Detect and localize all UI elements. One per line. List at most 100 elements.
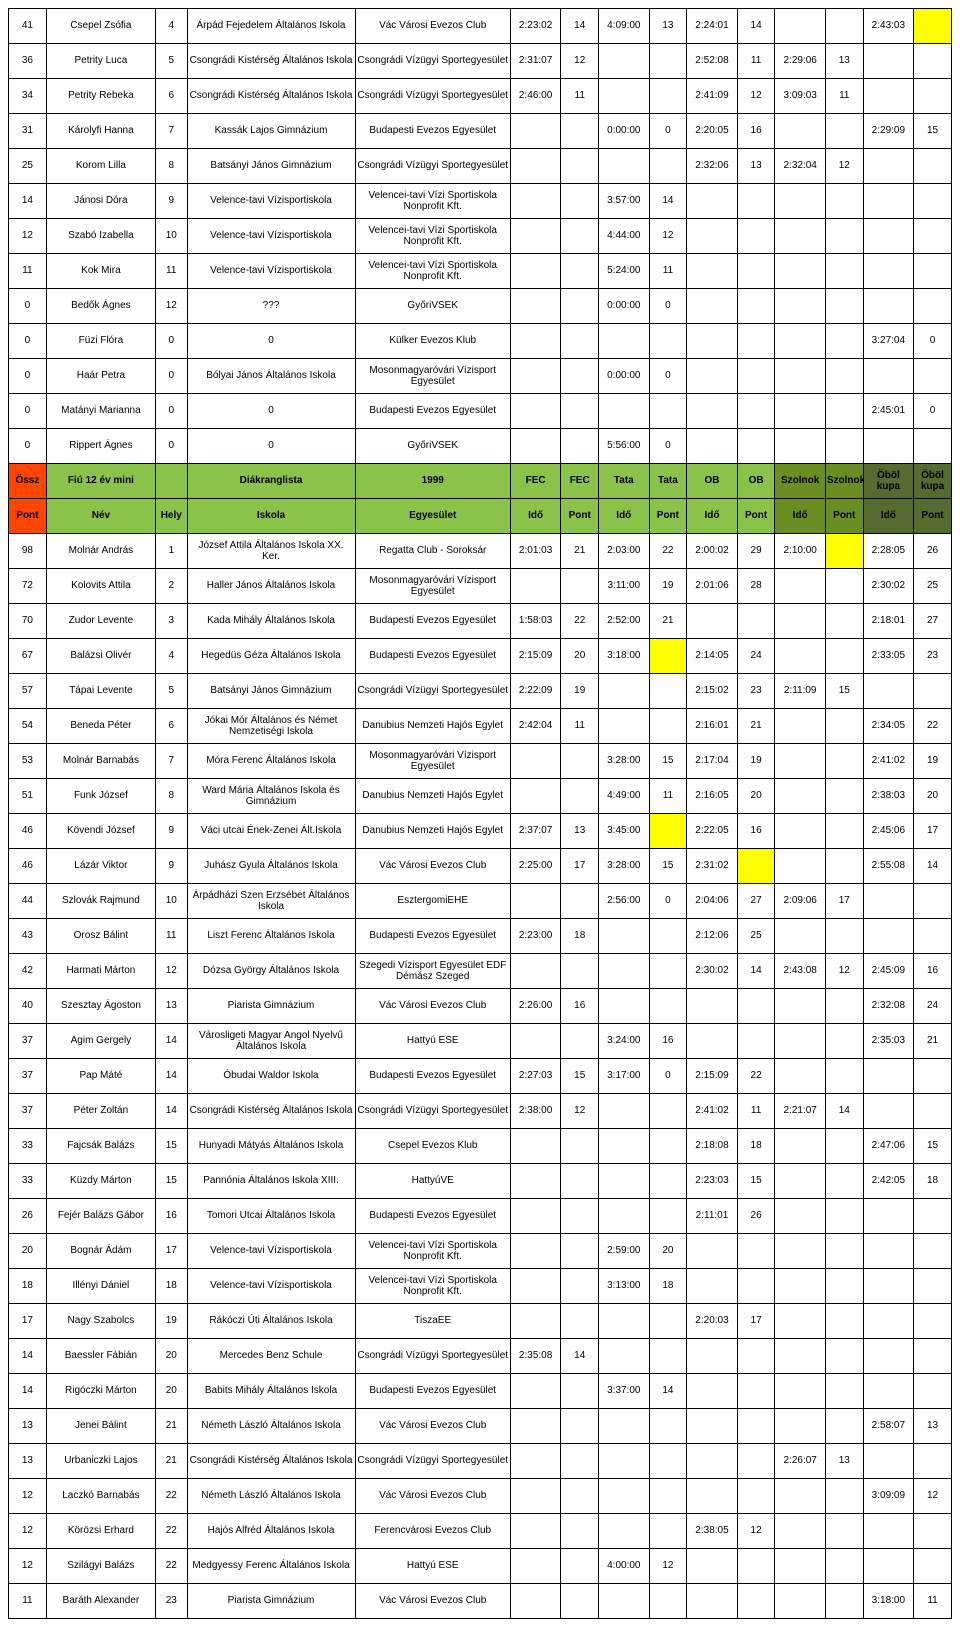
data-cell: Hajós Alfréd Általános Iskola <box>187 1514 355 1549</box>
data-cell: 18 <box>9 1269 47 1304</box>
data-cell: Németh László Általános Iskola <box>187 1479 355 1514</box>
data-cell: Medgyessy Ferenc Általános Iskola <box>187 1549 355 1584</box>
table-row: 37Pap Máté14Óbudai Waldor IskolaBudapest… <box>9 1059 952 1094</box>
data-cell: 3:18:00 <box>599 639 649 674</box>
data-cell <box>775 1409 825 1444</box>
data-cell <box>687 394 737 429</box>
data-cell: Velencei-tavi Vízi Sportiskola Nonprofit… <box>355 254 510 289</box>
data-cell <box>775 919 825 954</box>
data-cell <box>737 359 775 394</box>
data-cell: 3:28:00 <box>599 849 649 884</box>
data-cell <box>599 674 649 709</box>
data-cell: 14 <box>825 1094 863 1129</box>
data-cell: 2:26:00 <box>510 989 560 1024</box>
data-cell <box>510 1444 560 1479</box>
data-cell: 14 <box>561 1339 599 1374</box>
data-cell <box>649 1129 687 1164</box>
data-cell: Petrity Rebeka <box>46 79 155 114</box>
data-cell <box>914 254 952 289</box>
data-cell: Danubius Nemzeti Hajós Egylet <box>355 709 510 744</box>
data-cell: 42 <box>9 954 47 989</box>
data-cell: Tomori Utcai Általános Iskola <box>187 1199 355 1234</box>
data-cell: 2:34:05 <box>863 709 913 744</box>
data-cell: Árpád Fejedelem Általános Iskola <box>187 9 355 44</box>
data-cell: 13 <box>914 1409 952 1444</box>
data-cell: Kada Mihály Általános Iskola <box>187 604 355 639</box>
data-cell: 12 <box>156 289 188 324</box>
data-cell: Rippert Ágnes <box>46 429 155 464</box>
data-cell: 0 <box>649 289 687 324</box>
data-cell <box>914 359 952 394</box>
data-cell: 2:04:06 <box>687 884 737 919</box>
data-cell: Baessler Fábián <box>46 1339 155 1374</box>
header-cell: Pont <box>561 499 599 534</box>
data-cell <box>687 184 737 219</box>
data-cell: Vác Városi Evezos Club <box>355 1409 510 1444</box>
data-cell <box>825 779 863 814</box>
data-cell: 14 <box>9 1374 47 1409</box>
data-cell <box>863 219 913 254</box>
data-cell: Budapesti Evezos Egyesület <box>355 604 510 639</box>
data-cell: Hunyadi Mátyás Általános Iskola <box>187 1129 355 1164</box>
data-cell: Haller János Általános Iskola <box>187 569 355 604</box>
data-cell <box>510 289 560 324</box>
data-cell <box>825 989 863 1024</box>
data-cell: 44 <box>9 884 47 919</box>
header-cell: OB <box>737 464 775 499</box>
data-cell <box>825 1129 863 1164</box>
data-cell: 8 <box>156 779 188 814</box>
data-cell: 43 <box>9 919 47 954</box>
data-cell <box>775 814 825 849</box>
data-cell: 3:11:00 <box>599 569 649 604</box>
data-cell <box>825 1409 863 1444</box>
data-cell: 3:24:00 <box>599 1024 649 1059</box>
data-cell: 0 <box>9 429 47 464</box>
data-cell: 11 <box>737 1094 775 1129</box>
data-cell: 12 <box>649 1549 687 1584</box>
data-cell: Csongrádi Vízügyi Sportegyesület <box>355 149 510 184</box>
data-cell: Zudor Levente <box>46 604 155 639</box>
header-cell: Idő <box>775 499 825 534</box>
data-cell <box>687 429 737 464</box>
data-cell <box>825 254 863 289</box>
data-cell: 11 <box>561 79 599 114</box>
table-row: 42Harmati Márton12Dózsa György Általános… <box>9 954 952 989</box>
data-cell <box>561 569 599 604</box>
data-cell: 2:23:00 <box>510 919 560 954</box>
data-cell: 11 <box>825 79 863 114</box>
data-cell: Csongrádi Vízügyi Sportegyesület <box>355 44 510 79</box>
data-cell <box>825 1024 863 1059</box>
data-cell: 2:18:01 <box>863 604 913 639</box>
data-cell <box>775 639 825 674</box>
data-cell: Vác Városi Evezos Club <box>355 989 510 1024</box>
data-cell: Csongrádi Vízügyi Sportegyesület <box>355 1444 510 1479</box>
data-cell <box>649 919 687 954</box>
table-row: 34Petrity Rebeka6Csongrádi Kistérség Ált… <box>9 79 952 114</box>
data-cell: 3:27:04 <box>863 324 913 359</box>
data-cell <box>737 1444 775 1479</box>
data-cell: Budapesti Evezos Egyesület <box>355 639 510 674</box>
data-cell <box>775 324 825 359</box>
data-cell <box>599 394 649 429</box>
data-cell <box>737 1479 775 1514</box>
data-cell: Velence-tavi Vízisportiskola <box>187 184 355 219</box>
data-cell: 22 <box>156 1514 188 1549</box>
data-cell <box>599 1094 649 1129</box>
data-cell: 10 <box>156 884 188 919</box>
data-cell <box>561 114 599 149</box>
data-cell: 2:23:03 <box>687 1164 737 1199</box>
data-cell: 12 <box>156 954 188 989</box>
data-cell: 17 <box>914 814 952 849</box>
data-cell: Jenei Bálint <box>46 1409 155 1444</box>
data-cell: 12 <box>9 1549 47 1584</box>
data-cell: Hattyú ESE <box>355 1024 510 1059</box>
data-cell: 0 <box>9 324 47 359</box>
data-cell: Ward Mária Általános Iskola és Gimnázium <box>187 779 355 814</box>
data-cell: 16 <box>561 989 599 1024</box>
data-cell: Urbaniczki Lajos <box>46 1444 155 1479</box>
data-cell: 26 <box>914 534 952 569</box>
data-cell: 2:33:05 <box>863 639 913 674</box>
table-row: 0Rippert Ágnes00GyőriVSEK5:56:000 <box>9 429 952 464</box>
data-cell: Velence-tavi Vízisportiskola <box>187 219 355 254</box>
data-cell: 2:18:08 <box>687 1129 737 1164</box>
